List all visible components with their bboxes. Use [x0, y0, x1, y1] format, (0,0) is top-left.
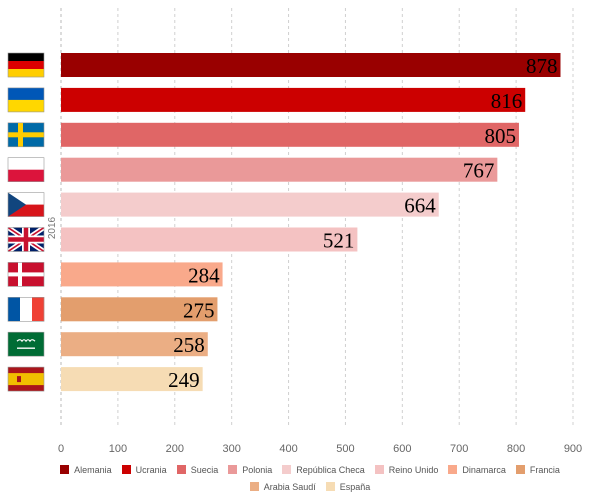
x-tick-label: 900: [564, 443, 582, 455]
value-label: 767: [463, 159, 495, 183]
x-tick-label: 200: [166, 443, 184, 455]
legend-item[interactable]: Arabia Saudí: [249, 479, 316, 496]
bar: [61, 53, 561, 77]
value-label: 521: [323, 229, 355, 253]
legend-item[interactable]: Francia: [515, 462, 560, 479]
value-label: 816: [491, 89, 523, 113]
value-label: 805: [484, 124, 516, 148]
legend-swatch: [325, 482, 335, 491]
x-tick-label: 500: [336, 443, 354, 455]
bar: [61, 262, 223, 287]
legend-item[interactable]: Reino Unido: [374, 462, 439, 479]
x-tick-label: 400: [279, 443, 297, 455]
bar: [61, 157, 498, 182]
spain-flag-icon: [7, 366, 45, 392]
bar: [61, 367, 203, 392]
bar: [61, 227, 358, 252]
legend-swatch: [374, 465, 384, 474]
legend-swatch: [249, 482, 259, 491]
legend-label: España: [339, 482, 371, 492]
legend-item[interactable]: Dinamarca: [448, 462, 506, 479]
germany-flag-icon: [7, 52, 45, 78]
saudi-flag-icon: [7, 331, 45, 357]
legend-label: Polonia: [242, 465, 273, 475]
x-tick-label: 300: [222, 443, 240, 455]
legend-swatch: [448, 465, 458, 474]
legend-swatch: [282, 465, 292, 474]
legend-item[interactable]: España: [325, 479, 371, 496]
czech-flag-icon: [7, 192, 45, 217]
legend-swatch: [121, 465, 131, 474]
year-label: 2016: [47, 216, 58, 239]
legend-swatch: [228, 465, 238, 474]
x-tick-label: 0: [58, 443, 64, 455]
value-label: 275: [183, 298, 215, 322]
bars: [61, 53, 561, 392]
x-axis-ticks: 0 100 200 300 400 500 600 700 800 900: [58, 443, 582, 455]
legend-item[interactable]: Ucrania: [121, 462, 167, 479]
sweden-flag-icon: [7, 122, 45, 148]
bar: [61, 332, 208, 357]
legend-swatch: [176, 465, 186, 474]
legend-label: República Checa: [296, 465, 365, 475]
value-label: 249: [168, 368, 200, 392]
x-tick-label: 800: [507, 443, 525, 455]
value-label: 284: [188, 263, 220, 287]
france-flag-icon: [7, 296, 45, 322]
denmark-flag-icon: [7, 262, 45, 287]
legend: Alemania Ucrania Suecia Polonia República Ch…: [20, 462, 600, 496]
legend-item[interactable]: Polonia: [228, 462, 272, 479]
poland-flag-icon: [7, 157, 45, 182]
legend-item[interactable]: Alemania: [60, 462, 112, 479]
legend-swatch: [60, 465, 70, 474]
legend-label: Suecia: [190, 465, 219, 475]
legend-label: Arabia Saudí: [263, 482, 316, 492]
ukraine-flag-icon: [7, 87, 45, 113]
value-label: 664: [404, 194, 436, 218]
value-label: 878: [526, 54, 558, 78]
value-label: 258: [173, 333, 205, 357]
legend-label: Francia: [529, 465, 560, 475]
bar: [61, 87, 526, 112]
legend-label: Reino Unido: [388, 465, 439, 475]
legend-label: Ucrania: [135, 465, 167, 475]
legend-item[interactable]: Suecia: [176, 462, 219, 479]
x-tick-label: 700: [450, 443, 468, 455]
legend-label: Alemania: [74, 465, 112, 475]
flags: [7, 52, 45, 392]
legend-label: Dinamarca: [462, 465, 506, 475]
legend-item[interactable]: República Checa: [282, 462, 365, 479]
x-tick-label: 600: [393, 443, 411, 455]
bar: [61, 192, 439, 217]
bar: [61, 297, 218, 322]
uk-flag-icon: [7, 227, 45, 252]
legend-swatch: [515, 465, 525, 474]
bar: [61, 122, 519, 147]
x-tick-label: 100: [109, 443, 127, 455]
